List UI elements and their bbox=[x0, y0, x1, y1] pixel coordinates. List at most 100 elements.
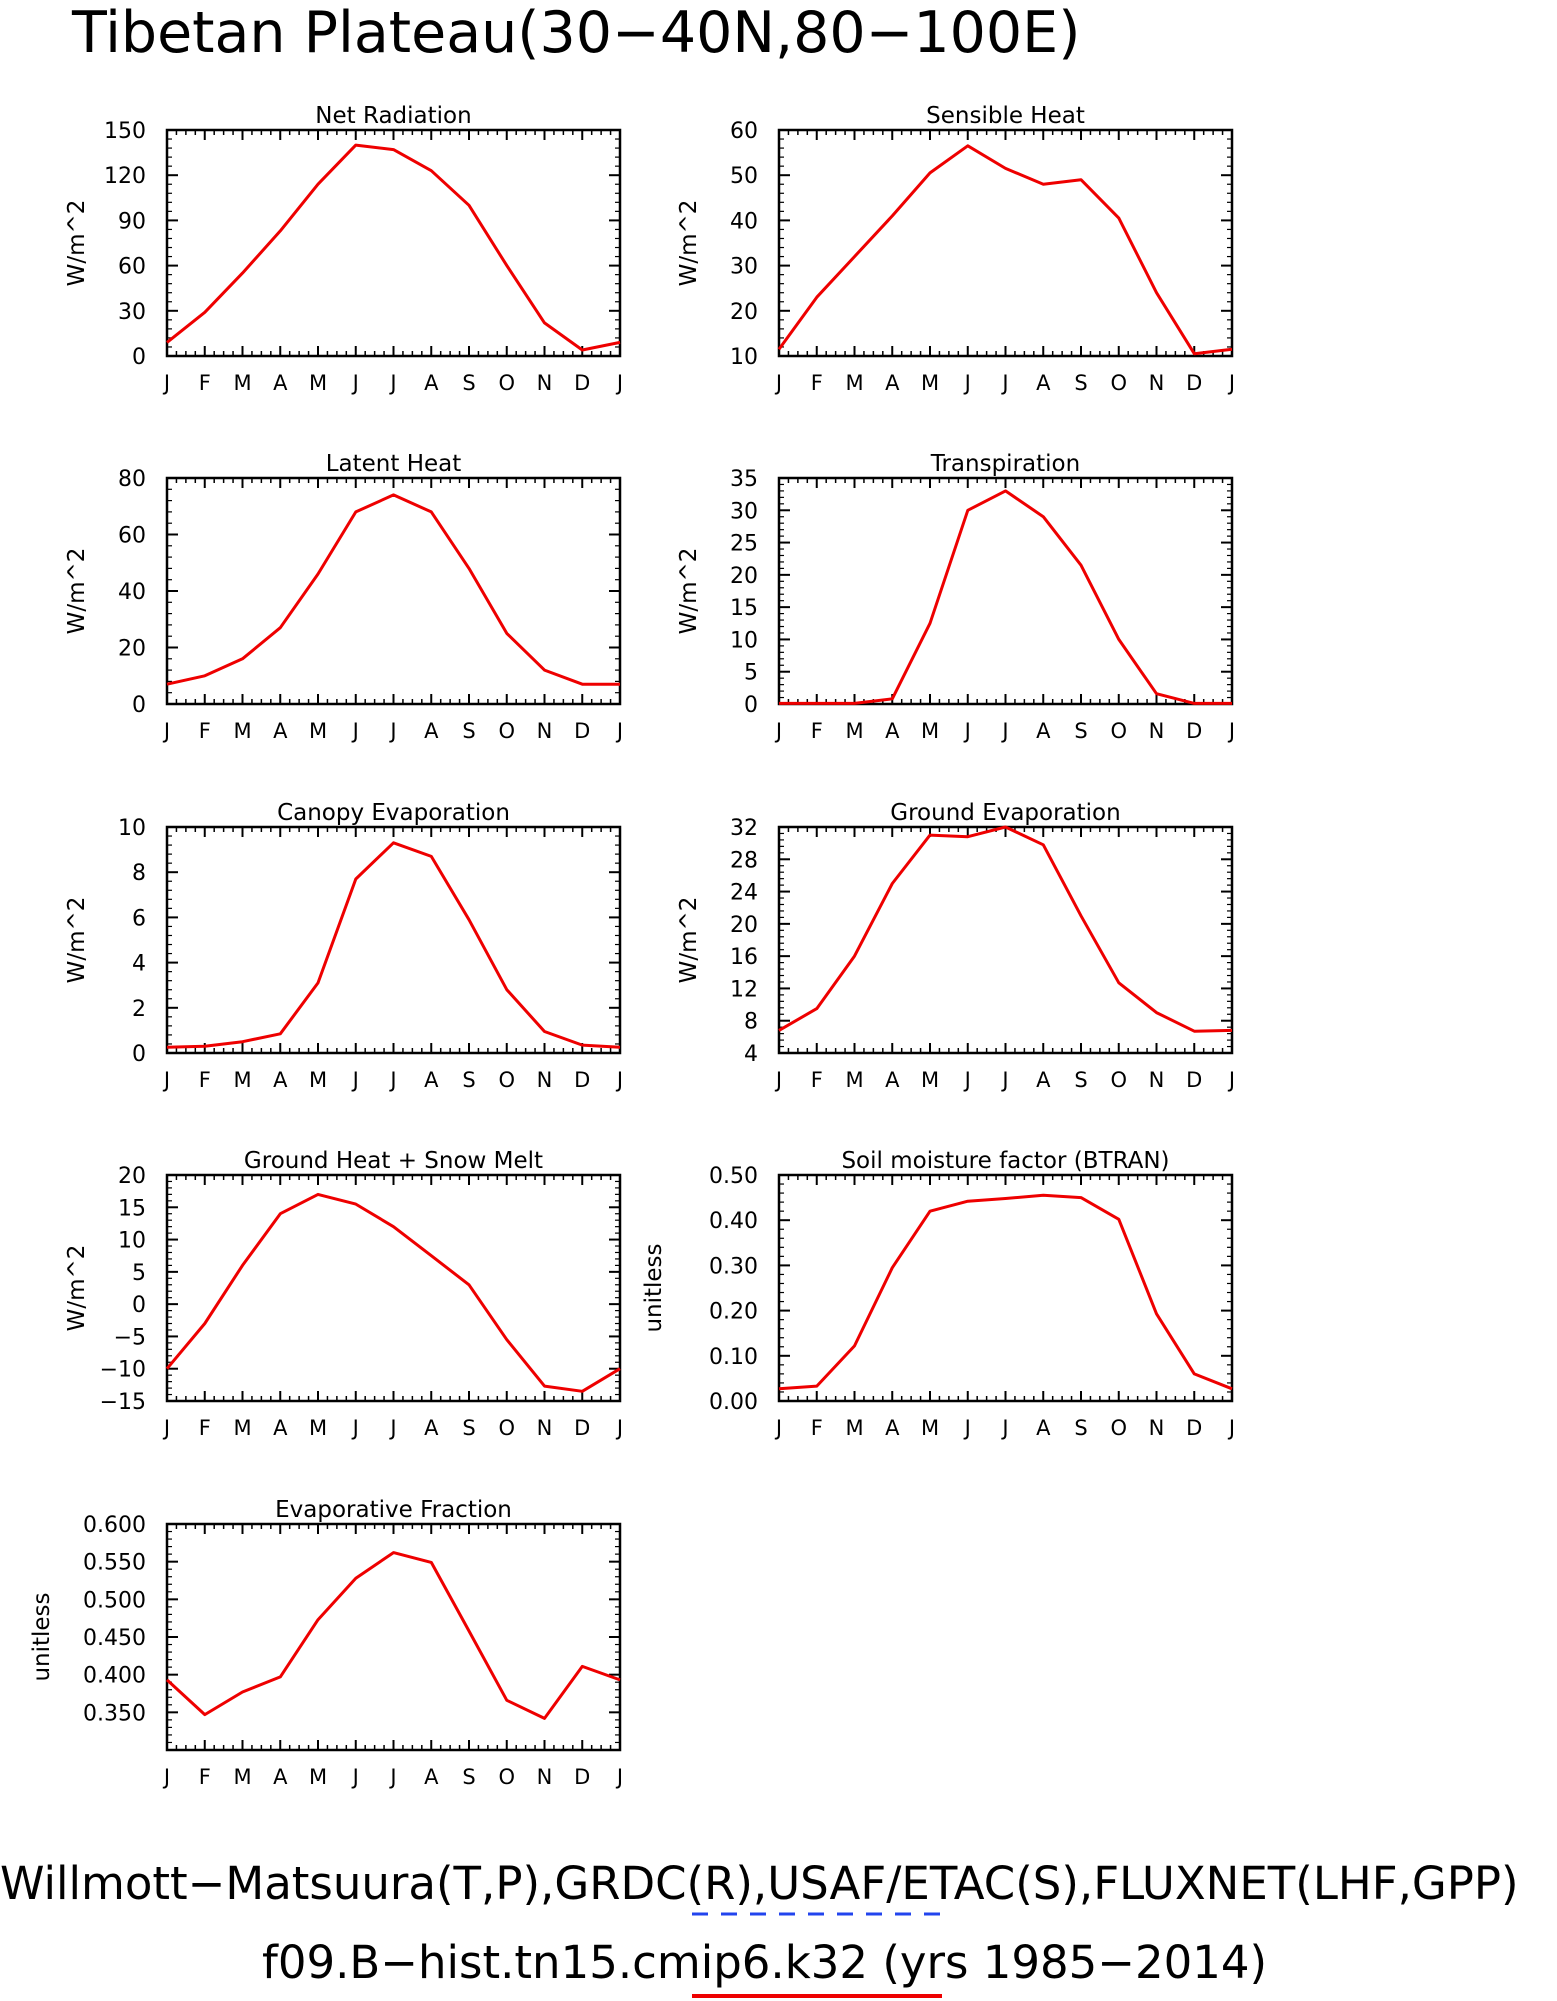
y-tick-label: 20 bbox=[730, 300, 758, 325]
x-tick-label: S bbox=[1074, 1068, 1087, 1092]
y-axis-label: W/m^2 bbox=[676, 548, 702, 635]
x-tick-label: S bbox=[1074, 1416, 1087, 1440]
x-tick-label: N bbox=[1149, 1416, 1165, 1440]
plot-frame bbox=[165, 128, 622, 358]
y-tick-label: 0 bbox=[132, 1293, 146, 1318]
x-tick-label: N bbox=[537, 719, 553, 743]
y-tick-label: 24 bbox=[730, 881, 758, 906]
x-tick-label: M bbox=[233, 1068, 251, 1092]
x-tick-label: J bbox=[388, 1416, 396, 1440]
x-tick-label: J bbox=[774, 1068, 782, 1092]
y-tick-label: 0.550 bbox=[83, 1551, 146, 1576]
x-tick-label: S bbox=[462, 1765, 475, 1789]
x-tick-label: F bbox=[811, 719, 823, 743]
y-tick-label: 0.500 bbox=[83, 1588, 146, 1613]
x-tick-label: J bbox=[963, 371, 971, 395]
y-tick-label: 0.50 bbox=[709, 1164, 758, 1189]
y-tick-label: 0.450 bbox=[83, 1626, 146, 1651]
y-tick-label: 60 bbox=[730, 119, 758, 144]
x-tick-label: J bbox=[388, 1765, 396, 1789]
x-tick-label: O bbox=[498, 719, 515, 743]
y-tick-label: 12 bbox=[730, 977, 758, 1002]
x-tick-label: N bbox=[1149, 371, 1165, 395]
x-tick-label: M bbox=[233, 1416, 251, 1440]
x-tick-label: M bbox=[233, 371, 251, 395]
x-tick-label: J bbox=[1000, 1068, 1008, 1092]
x-tick-label: F bbox=[199, 1765, 211, 1789]
x-tick-label: M bbox=[845, 1068, 863, 1092]
x-tick-label: J bbox=[774, 371, 782, 395]
y-axis-label: W/m^2 bbox=[64, 548, 90, 635]
x-tick-label: M bbox=[309, 371, 327, 395]
x-tick-label: J bbox=[963, 1068, 971, 1092]
x-tick-label: M bbox=[921, 1068, 939, 1092]
y-tick-label: 0 bbox=[744, 693, 758, 718]
x-tick-label: M bbox=[233, 1765, 251, 1789]
x-tick-label: D bbox=[574, 1068, 590, 1092]
x-tick-label: J bbox=[615, 719, 623, 743]
y-tick-label: −10 bbox=[100, 1358, 146, 1383]
x-tick-label: N bbox=[537, 1765, 553, 1789]
x-tick-label: S bbox=[462, 1416, 475, 1440]
y-tick-label: 60 bbox=[118, 255, 146, 280]
x-tick-label: A bbox=[273, 1765, 288, 1789]
x-tick-label: D bbox=[1186, 719, 1202, 743]
x-tick-label: J bbox=[388, 1068, 396, 1092]
x-tick-label: O bbox=[498, 1765, 515, 1789]
y-tick-label: 5 bbox=[132, 1261, 146, 1286]
plot-frame bbox=[777, 825, 1234, 1055]
x-tick-label: A bbox=[424, 719, 439, 743]
x-tick-label: J bbox=[615, 1068, 623, 1092]
x-tick-label: M bbox=[845, 371, 863, 395]
panel-title: Canopy Evaporation bbox=[277, 800, 510, 826]
plot-frame bbox=[777, 1173, 1234, 1403]
x-tick-label: M bbox=[309, 1765, 327, 1789]
y-tick-label: 40 bbox=[730, 209, 758, 234]
x-tick-label: A bbox=[1036, 1068, 1051, 1092]
panel-title: Transpiration bbox=[930, 451, 1080, 477]
x-tick-label: J bbox=[162, 371, 170, 395]
x-tick-label: J bbox=[162, 1068, 170, 1092]
x-tick-label: J bbox=[963, 1416, 971, 1440]
y-tick-label: 10 bbox=[118, 816, 146, 841]
x-tick-label: D bbox=[574, 719, 590, 743]
y-tick-label: 28 bbox=[730, 848, 758, 873]
footer-source-text: Willmott−Matsuura(T,P),GRDC(R),USAF/ETAC… bbox=[0, 1857, 1519, 1910]
x-tick-label: N bbox=[537, 1068, 553, 1092]
panel-title: Net Radiation bbox=[315, 103, 471, 129]
y-axis-label: W/m^2 bbox=[676, 897, 702, 984]
series-line bbox=[166, 143, 621, 352]
y-axis-label: W/m^2 bbox=[64, 1245, 90, 1332]
x-tick-label: F bbox=[811, 1068, 823, 1092]
x-tick-label: J bbox=[351, 1765, 359, 1789]
y-tick-label: 0.600 bbox=[83, 1513, 146, 1538]
x-tick-label: F bbox=[199, 371, 211, 395]
x-tick-label: S bbox=[462, 1068, 475, 1092]
x-tick-label: A bbox=[424, 1068, 439, 1092]
x-tick-label: O bbox=[498, 1068, 515, 1092]
y-tick-label: 40 bbox=[118, 580, 146, 605]
y-tick-label: 0 bbox=[132, 1042, 146, 1067]
y-tick-label: 60 bbox=[118, 524, 146, 549]
y-tick-label: 0 bbox=[132, 345, 146, 370]
y-tick-label: 25 bbox=[730, 532, 758, 557]
x-tick-label: J bbox=[1227, 371, 1235, 395]
y-tick-label: 35 bbox=[730, 467, 758, 492]
x-tick-label: M bbox=[845, 1416, 863, 1440]
series-line bbox=[779, 489, 1232, 705]
series-line bbox=[165, 1551, 621, 1720]
x-tick-label: O bbox=[498, 1416, 515, 1440]
y-tick-label: 30 bbox=[730, 255, 758, 280]
y-tick-label: 10 bbox=[118, 1229, 146, 1254]
footer-case-text: f09.B−hist.tn15.cmip6.k32 (yrs 1985−2014… bbox=[262, 1936, 1267, 1989]
x-tick-label: J bbox=[615, 1416, 623, 1440]
y-tick-label: 0.40 bbox=[709, 1209, 758, 1234]
y-tick-label: 0.20 bbox=[709, 1300, 758, 1325]
y-tick-label: 10 bbox=[730, 628, 758, 653]
series-line bbox=[777, 144, 1233, 356]
